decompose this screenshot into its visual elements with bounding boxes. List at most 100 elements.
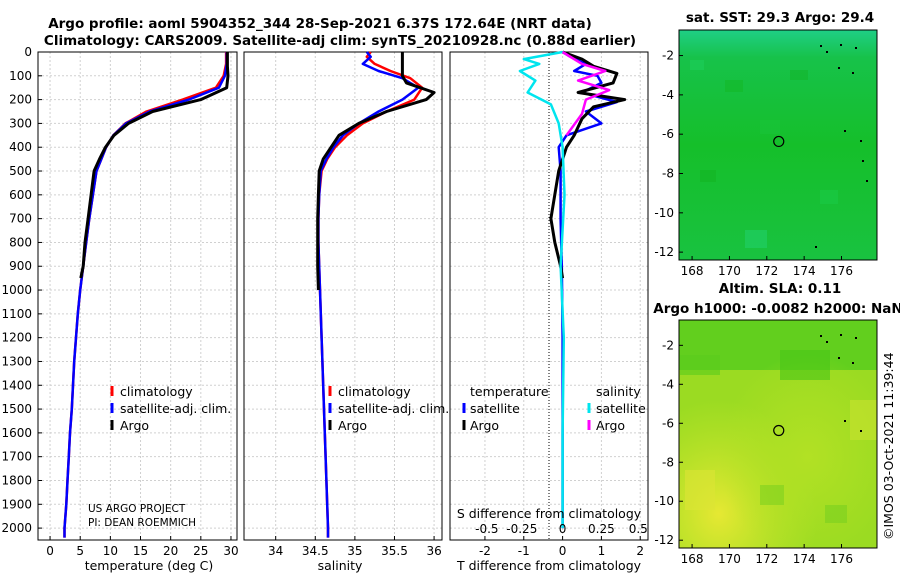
salinity-ticks: 34 34.5 35 35.5 36	[268, 536, 442, 558]
x-tick-label: 34.5	[302, 544, 329, 558]
x-tick-label: 10	[103, 544, 118, 558]
x-tick-label: 20	[163, 544, 178, 558]
x-tick-label: 15	[133, 544, 148, 558]
title-line-1: Argo profile: aoml 5904352_344 28-Sep-20…	[48, 16, 592, 32]
difference-panel: -2 -1 0 1 2 S difference from climatology -0…	[449, 50, 649, 573]
temperature-legend: climatology satellite-adj. clim. Argo	[110, 384, 231, 433]
map-y-tick-label: -10	[654, 206, 674, 220]
map-x-tick-label: 168	[681, 264, 704, 278]
sst-coastline-dots	[815, 44, 868, 248]
x-tick-label: 0	[46, 544, 54, 558]
x-tick-label: 30	[223, 544, 238, 558]
map-x-tick-label: 172	[755, 264, 778, 278]
sla-map-title-2: Argo h1000: -0.0082 h2000: NaN	[653, 301, 900, 317]
sla-map-panel: Altim. SLA: 0.11 Argo h1000: -0.0082 h20…	[653, 281, 900, 566]
map-x-tick-label: 174	[793, 264, 816, 278]
series-line-climatology	[63, 52, 228, 538]
legend-label-climatology: climatology	[120, 384, 193, 399]
y-tick-label: 1300	[1, 354, 32, 368]
sst-texture	[690, 60, 838, 248]
temperature-axes-frame	[37, 51, 238, 541]
map-y-tick-label: -2	[662, 338, 674, 352]
temperature-series	[63, 52, 230, 538]
sla-map-title-1: Altim. SLA: 0.11	[719, 281, 841, 297]
y-tick-label: 600	[9, 188, 32, 202]
legend-label-satellite: satellite-adj. clim.	[338, 401, 449, 416]
map-x-tick-label: 168	[681, 552, 704, 566]
x-tick-label: 35.5	[381, 544, 408, 558]
legend-label-satellite: satellite-adj. clim.	[120, 401, 231, 416]
map-y-tick-label: -4	[662, 88, 674, 102]
y-tick-label: 100	[9, 69, 32, 83]
x-tick-label: 0	[559, 544, 567, 558]
sla-coastline-dots	[820, 334, 862, 432]
y-tick-label: 1400	[1, 378, 32, 392]
series-line-salinity-argo	[561, 50, 611, 137]
series-line-climatology	[317, 51, 424, 538]
y-tick-label: 900	[9, 259, 32, 273]
y-tick-label: 1800	[1, 473, 32, 487]
legend-label-temp-argo: Argo	[470, 418, 499, 433]
s-tick-label: -0.25	[506, 522, 537, 536]
map-y-tick-label: -10	[654, 494, 674, 508]
s-difference-ticks: -0.5 -0.25 0 0.25 0.5	[475, 522, 648, 536]
legend-label-sal-satellite: satellite	[596, 401, 646, 416]
sst-map-ticks: 168 170 172 174 176 -2 -4 -6 -8 -10 -12	[654, 49, 853, 278]
map-y-tick-label: -6	[662, 416, 674, 430]
title-line-2: Climatology: CARS2009. Satellite-adj cli…	[44, 33, 636, 49]
map-x-tick-label: 174	[793, 552, 816, 566]
difference-xlabel: T difference from climatology	[456, 558, 642, 573]
salinity-panel: 34 34.5 35 35.5 36 salinity climatology sate…	[243, 51, 449, 573]
temperature-panel: 0 5 10 15 20 25 300100200300400500600700800900…	[1, 45, 238, 573]
sst-heatmap	[679, 30, 877, 260]
y-tick-label: 1700	[1, 450, 32, 464]
legend-header-salinity: salinity	[596, 384, 641, 399]
series-line-argo	[79, 52, 230, 279]
salinity-xlabel: salinity	[318, 558, 363, 573]
x-tick-label: 34	[268, 544, 283, 558]
salinity-axes-frame	[243, 51, 443, 541]
y-tick-label: 1500	[1, 402, 32, 416]
salinity-grid	[244, 51, 442, 540]
temperature-xlabel: temperature (deg C)	[85, 558, 214, 573]
difference-grid	[450, 51, 648, 540]
legend-label-temp-satellite: satellite	[470, 401, 520, 416]
sla-map-ticks: 168 170 172 174 176 -2 -4 -6 -8 -10 -12	[654, 338, 853, 566]
copyright-stamp: ©IMOS 03-Oct-2021 11:39:44	[881, 352, 896, 540]
map-y-tick-label: -6	[662, 127, 674, 141]
y-tick-label: 300	[9, 116, 32, 130]
sst-map-panel: sat. SST: 29.3 Argo: 29.4 168 170 172 174 17…	[654, 10, 878, 278]
y-tick-label: 1100	[1, 307, 32, 321]
difference-legend: temperature salinity satellite Argo sate…	[462, 384, 646, 433]
y-tick-label: 0	[24, 45, 32, 59]
x-tick-label: 35	[347, 544, 362, 558]
y-tick-label: 500	[9, 164, 32, 178]
sst-map-frame	[678, 29, 878, 261]
x-tick-label: -1	[518, 544, 530, 558]
x-tick-label: -2	[479, 544, 491, 558]
y-tick-label: 700	[9, 212, 32, 226]
legend-label-sal-argo: Argo	[596, 418, 625, 433]
temperature-ticks: 0 5 10 15 20 25 300100200300400500600700800900…	[1, 45, 238, 558]
legend-header-temperature: temperature	[470, 384, 549, 399]
y-tick-label: 1000	[1, 283, 32, 297]
s-difference-label: S difference from climatology	[457, 506, 642, 521]
y-tick-label: 1200	[1, 331, 32, 345]
x-tick-label: 5	[76, 544, 84, 558]
s-tick-label: 0.5	[629, 522, 648, 536]
y-tick-label: 2000	[1, 521, 32, 535]
difference-ticks: -2 -1 0 1 2	[479, 536, 644, 558]
x-tick-label: 25	[193, 544, 208, 558]
series-line-satellite-adj-clim-	[317, 51, 420, 538]
legend-label-climatology: climatology	[338, 384, 411, 399]
series-line-salinity-satellite	[518, 50, 566, 529]
series-line-satellite-adj-clim-	[63, 52, 228, 538]
map-x-tick-label: 176	[830, 552, 853, 566]
difference-series	[518, 50, 627, 529]
s-tick-label: 0	[559, 522, 567, 536]
y-tick-label: 1600	[1, 426, 32, 440]
map-y-tick-label: -2	[662, 49, 674, 63]
sst-float-marker	[773, 135, 785, 148]
legend-label-argo: Argo	[120, 418, 149, 433]
sla-map-frame	[678, 319, 878, 549]
